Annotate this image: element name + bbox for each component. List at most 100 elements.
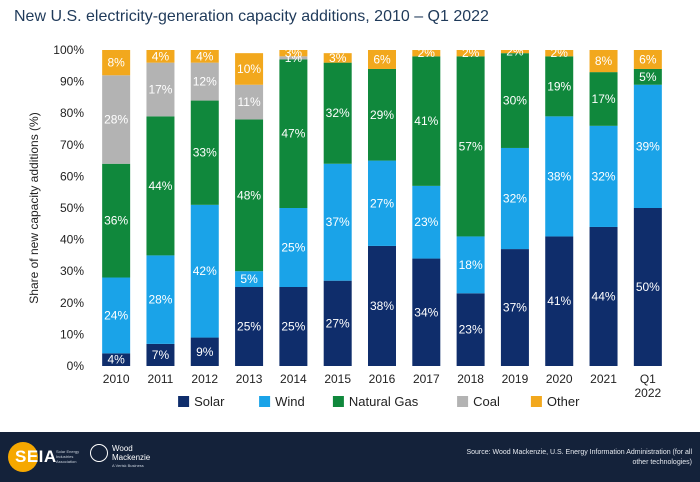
data-label: 28% bbox=[104, 113, 128, 127]
data-label: 27% bbox=[326, 316, 350, 330]
legend-label: Other bbox=[547, 394, 580, 409]
data-label: 10% bbox=[237, 62, 261, 76]
data-label: 32% bbox=[503, 192, 527, 206]
wood-mackenzie-subtext: A Verisk Business bbox=[112, 463, 144, 468]
bar-segment bbox=[545, 236, 574, 366]
bar-segment bbox=[545, 56, 574, 117]
bar-segment bbox=[235, 53, 264, 85]
bar-segment bbox=[412, 50, 441, 57]
bar-segment bbox=[412, 56, 441, 186]
bar-segment bbox=[235, 84, 264, 120]
data-label: 44% bbox=[148, 179, 172, 193]
seia-sun-icon bbox=[8, 442, 38, 472]
x-tick-label: 2020 bbox=[546, 372, 573, 386]
data-label: 36% bbox=[104, 214, 128, 228]
legend-label: Coal bbox=[473, 394, 500, 409]
bar-segment bbox=[412, 258, 441, 366]
bar-segment bbox=[633, 68, 662, 85]
bar-segment bbox=[102, 75, 131, 164]
x-tick-label: 2010 bbox=[103, 372, 130, 386]
bar-segment bbox=[235, 119, 264, 272]
data-label: 27% bbox=[370, 196, 394, 210]
data-label: 17% bbox=[148, 83, 172, 97]
data-label: 39% bbox=[636, 139, 660, 153]
legend-swatch bbox=[530, 396, 542, 407]
legend-label: Solar bbox=[194, 394, 225, 409]
data-label: 19% bbox=[547, 79, 571, 93]
y-tick-label: 0% bbox=[67, 359, 85, 373]
data-label: 3% bbox=[329, 51, 347, 65]
data-label: 34% bbox=[414, 305, 438, 319]
stacked-bar-chart: 0% 10% 20% 30% 40% 50% 60% 70% 80% 90% 100% Share o… bbox=[27, 43, 662, 409]
bar-segment bbox=[368, 50, 396, 69]
seia-logo-subtext: Solar Energy Industries Association bbox=[56, 449, 80, 464]
source-note: Source: Wood Mackenzie, U.S. Energy Info… bbox=[466, 449, 692, 466]
legend-swatch bbox=[457, 396, 469, 407]
bar-segment bbox=[456, 293, 485, 366]
legend-swatch bbox=[259, 396, 271, 407]
bar-segment bbox=[368, 245, 396, 366]
y-tick-label: 60% bbox=[60, 169, 84, 183]
y-tick-label: 90% bbox=[60, 75, 84, 89]
data-label: 38% bbox=[370, 299, 394, 313]
data-label: 32% bbox=[592, 169, 616, 183]
data-label: 25% bbox=[281, 320, 305, 334]
y-tick-label: 20% bbox=[60, 296, 84, 310]
footer-bar: SEIA Solar Energy Industries Association… bbox=[0, 432, 700, 482]
bar-segment bbox=[545, 50, 574, 57]
bar-segment bbox=[323, 280, 352, 366]
bar-segment bbox=[146, 62, 175, 117]
y-tick-label: 30% bbox=[60, 264, 84, 278]
y-axis-label: Share of new capacity additions (%) bbox=[27, 112, 41, 303]
bar-segment bbox=[190, 100, 219, 205]
data-label: 25% bbox=[237, 320, 261, 334]
x-tick-label: 2013 bbox=[236, 372, 263, 386]
chart-title: New U.S. electricity-generation capacity… bbox=[14, 8, 489, 25]
bar-segment bbox=[633, 208, 662, 366]
data-label: 37% bbox=[503, 301, 527, 315]
bar-segment bbox=[500, 249, 529, 366]
bar-segment bbox=[500, 147, 529, 250]
bar-segment bbox=[323, 163, 352, 281]
data-label: 32% bbox=[326, 106, 350, 120]
data-label: 25% bbox=[281, 241, 305, 255]
data-label: 3% bbox=[285, 46, 303, 60]
bar-segment bbox=[412, 185, 441, 259]
bar-segment bbox=[456, 236, 485, 294]
y-tick-label: 70% bbox=[60, 138, 84, 152]
legend-swatch bbox=[178, 396, 190, 407]
data-label: 2% bbox=[462, 46, 480, 60]
data-label: 12% bbox=[193, 75, 217, 89]
bar-segment bbox=[102, 277, 131, 354]
bar-segment bbox=[589, 50, 618, 73]
bar-segment bbox=[589, 226, 618, 366]
bar-segment bbox=[146, 343, 175, 366]
seia-logo: SEIA Solar Energy Industries Association bbox=[8, 442, 84, 472]
bar-segment bbox=[456, 50, 485, 57]
x-tick-label: 2014 bbox=[280, 372, 307, 386]
legend-label: Wind bbox=[275, 394, 305, 409]
bar-segment bbox=[589, 72, 618, 126]
data-label: 8% bbox=[595, 54, 613, 68]
data-label: 57% bbox=[459, 139, 483, 153]
bar-segment bbox=[279, 50, 308, 57]
bar-segment bbox=[368, 160, 396, 246]
data-label: 2% bbox=[418, 46, 436, 60]
bar-segment bbox=[323, 62, 352, 164]
bar-segment bbox=[102, 353, 131, 366]
x-tick-label: 2015 bbox=[324, 372, 351, 386]
data-label: 4% bbox=[107, 353, 125, 367]
legend-label: Natural Gas bbox=[349, 394, 419, 409]
data-label: 4% bbox=[152, 49, 170, 63]
bar-segment bbox=[633, 84, 662, 208]
bar-segment bbox=[323, 53, 352, 63]
data-label: 23% bbox=[414, 215, 438, 229]
x-tick-label: Q1 bbox=[640, 372, 656, 386]
bar-segment bbox=[633, 50, 662, 69]
wood-mackenzie-logo-text: Wood Mackenzie bbox=[112, 444, 151, 462]
wood-mackenzie-logo: Wood Mackenzie A Verisk Business bbox=[90, 444, 160, 470]
x-tick-label: 2017 bbox=[413, 372, 440, 386]
data-label: 30% bbox=[503, 94, 527, 108]
bar-segment bbox=[146, 50, 175, 63]
data-label: 2% bbox=[551, 46, 569, 60]
